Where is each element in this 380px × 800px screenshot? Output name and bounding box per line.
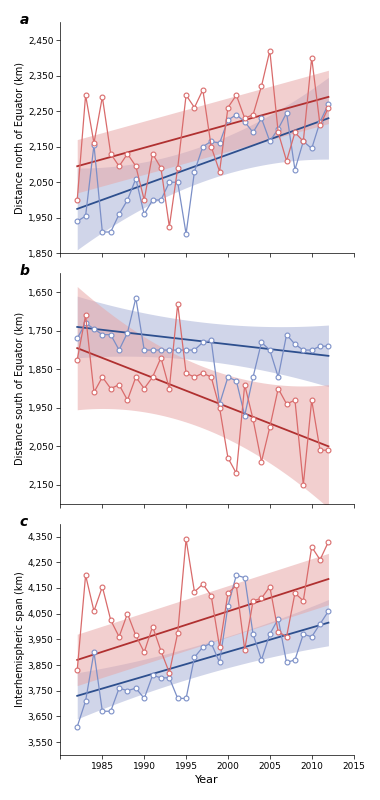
Y-axis label: Interhemispheric span (km): Interhemispheric span (km) (15, 571, 25, 707)
X-axis label: Year: Year (195, 775, 219, 785)
Text: c: c (19, 514, 28, 529)
Text: b: b (19, 264, 29, 278)
Y-axis label: Distance south of Equator (km): Distance south of Equator (km) (15, 312, 25, 465)
Text: a: a (19, 13, 29, 27)
Y-axis label: Distance north of Equator (km): Distance north of Equator (km) (15, 62, 25, 214)
